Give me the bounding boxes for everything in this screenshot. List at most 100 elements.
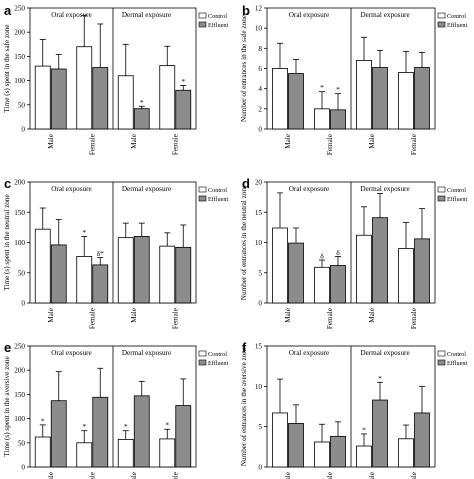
- legend-label: Effluent: [208, 22, 228, 29]
- legend-swatch: [437, 186, 446, 193]
- chart-panel-b: b Oral exposure Dermal exposure 0 2 4 6 8 10 12 Nu…: [240, 3, 467, 155]
- panel-letter: c: [4, 176, 11, 191]
- bar-control-3: [356, 234, 372, 304]
- bar-effluent-1: [288, 242, 304, 304]
- panel-letter: a: [4, 3, 12, 18]
- group-heading: Dermal exposure: [360, 185, 409, 193]
- y-tick-label: 150: [14, 53, 25, 61]
- bar-effluent-1: [50, 400, 67, 468]
- legend-label: Effluent: [447, 360, 467, 367]
- bar-control-3: [117, 439, 134, 468]
- bar-control-3: [117, 237, 134, 304]
- y-tick-label: 200: [14, 29, 25, 37]
- bar-control-4: [159, 438, 176, 468]
- chart-panel-e: e Oral exposure Dermal exposure 0 50 100 150 20…: [3, 340, 228, 479]
- bar-control-3: [356, 60, 372, 130]
- panel-letter: f: [242, 340, 247, 355]
- bar-control-4: [398, 438, 414, 468]
- chart-panel-a: a Oral exposure Dermal exposure 0 50 100 150 20…: [3, 3, 228, 155]
- chart-panel-c: c Oral exposure Dermal exposure 0 50 100 150 20…: [3, 176, 228, 329]
- legend-swatch: [198, 195, 207, 202]
- x-tick-label: Female: [326, 308, 334, 329]
- x-tick-label: Male: [284, 472, 292, 479]
- x-tick-label: Male: [284, 134, 292, 149]
- bar-control-1: [34, 436, 51, 468]
- bar-control-4: [398, 248, 414, 304]
- y-tick-label: 6: [258, 65, 262, 73]
- legend-label: Effluent: [447, 196, 467, 203]
- y-tick-label: 0: [258, 464, 262, 472]
- bar-effluent-3: [133, 236, 150, 304]
- legend-label: Control: [208, 13, 227, 20]
- legend-label: Effluent: [208, 196, 228, 203]
- y-tick-label: 50: [18, 101, 26, 109]
- y-tick-label: 2: [258, 105, 262, 113]
- y-tick-label: 0: [21, 464, 25, 472]
- bar-control-2: [314, 108, 330, 130]
- y-tick-label: 8: [258, 45, 262, 53]
- y-tick-label: 0: [258, 126, 262, 134]
- x-tick-label: Female: [171, 472, 179, 479]
- group-heading: Dermal exposure: [360, 349, 409, 357]
- group-heading: Oral exposure: [51, 11, 92, 19]
- legend-label: Control: [447, 351, 466, 358]
- legend-label: Control: [208, 351, 227, 358]
- y-tick-label: 4: [258, 85, 262, 93]
- x-tick-label: Female: [326, 134, 334, 155]
- y-tick-label: 15: [255, 209, 263, 217]
- panel-letter: e: [4, 340, 11, 355]
- chart-panel-f: f Oral exposure Dermal exposure 0 5 10 15 Numbe…: [240, 340, 467, 479]
- bar-control-2: [76, 442, 93, 468]
- x-tick-label: Male: [368, 308, 376, 323]
- significance-mark: *: [378, 374, 382, 383]
- legend-swatch: [198, 359, 207, 366]
- y-tick-label: 100: [14, 77, 25, 85]
- bar-effluent-4: [175, 405, 192, 468]
- y-tick-label: 100: [14, 239, 25, 247]
- legend-swatch: [198, 350, 207, 357]
- bar-control-1: [272, 227, 288, 304]
- bar-effluent-4: [414, 67, 430, 130]
- legend-swatch: [437, 195, 446, 202]
- y-tick-label: 200: [14, 367, 25, 375]
- y-tick-label: 100: [14, 415, 25, 423]
- bar-control-1: [34, 228, 51, 304]
- x-tick-label: Male: [47, 134, 55, 149]
- x-tick-label: Female: [410, 472, 418, 479]
- bar-control-1: [34, 65, 51, 130]
- legend-swatch: [437, 21, 446, 28]
- y-tick-label: 250: [14, 343, 25, 351]
- y-tick-label: 50: [18, 269, 26, 277]
- y-axis-label: Number of entrances in the safe zone: [240, 15, 248, 122]
- x-tick-label: Female: [88, 308, 96, 329]
- bar-effluent-2: [330, 435, 346, 468]
- x-tick-label: Male: [130, 472, 138, 479]
- legend-swatch: [198, 21, 207, 28]
- bar-control-3: [117, 75, 134, 130]
- bar-control-2: [314, 266, 330, 304]
- x-tick-label: Female: [326, 472, 334, 479]
- y-tick-label: 0: [258, 300, 262, 308]
- x-tick-label: Female: [171, 308, 179, 329]
- y-axis-label: Time (s) spent in the safe zone: [3, 25, 11, 113]
- x-tick-label: Female: [410, 134, 418, 155]
- bar-control-2: [76, 256, 93, 304]
- legend-swatch: [437, 359, 446, 366]
- panel-letter: b: [242, 3, 250, 18]
- y-tick-label: 15: [255, 343, 263, 351]
- bar-effluent-2: [92, 264, 109, 304]
- x-tick-label: Male: [368, 134, 376, 149]
- significance-mark: δ: [320, 252, 324, 261]
- bar-effluent-2: [92, 396, 109, 468]
- panel-letter: d: [242, 176, 250, 191]
- legend-swatch: [437, 12, 446, 19]
- x-tick-label: Female: [410, 308, 418, 329]
- significance-mark: δ: [336, 248, 340, 257]
- group-heading: Oral exposure: [289, 185, 330, 193]
- bar-effluent-3: [372, 67, 388, 130]
- y-tick-label: 0: [21, 126, 25, 134]
- y-axis-label: Time (s) spent in the aversive zone: [3, 356, 11, 456]
- chart-panel-d: d Oral exposure Dermal exposure 0 5 10 15 20 Num…: [240, 176, 467, 329]
- y-tick-label: 150: [14, 209, 25, 217]
